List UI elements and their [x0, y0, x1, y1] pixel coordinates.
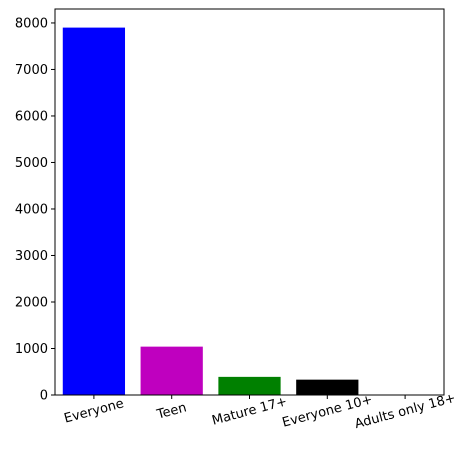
y-tick-label: 0 — [40, 389, 48, 404]
y-tick-label: 7000 — [15, 63, 48, 78]
y-tick-label: 2000 — [15, 295, 48, 310]
y-tick-label: 6000 — [15, 109, 48, 124]
x-tick-label: Everyone — [63, 396, 126, 426]
plot-frame — [54, 8, 445, 396]
bar-0 — [62, 27, 126, 395]
x-tick-label: Mature 17+ — [210, 394, 288, 428]
y-tick-label: 8000 — [15, 16, 48, 31]
y-tick-label: 4000 — [15, 202, 48, 217]
bars-group — [62, 27, 437, 395]
x-axis: Everyone Teen Mature 17+Everyone 10+Adults… — [63, 391, 458, 432]
y-tick-label: 5000 — [15, 156, 48, 171]
y-tick-label: 1000 — [15, 342, 48, 357]
bar-3 — [296, 379, 359, 395]
x-tick-label: Teen — [154, 400, 188, 423]
bar-1 — [140, 346, 203, 395]
y-tick-label: 3000 — [15, 249, 48, 264]
y-axis: 0 1000 2000 3000 4000 5000 6000 7000 8000 — [15, 16, 55, 404]
bar-2 — [218, 376, 281, 395]
